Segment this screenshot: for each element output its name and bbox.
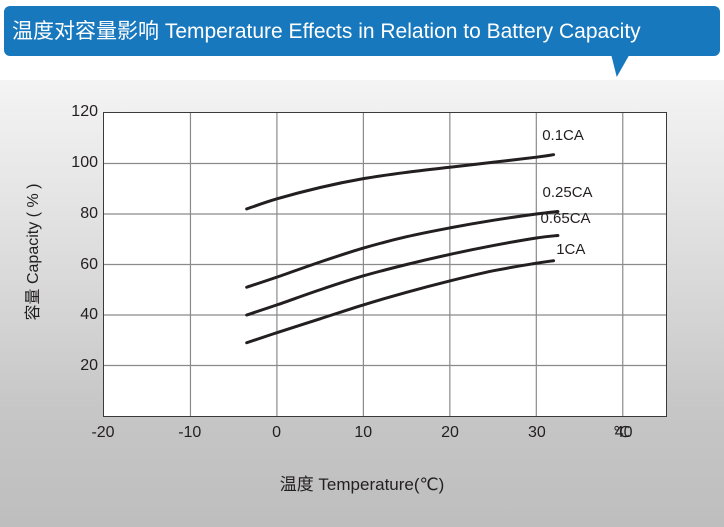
plot-area xyxy=(103,112,667,417)
curve-0-25ca xyxy=(245,209,560,289)
chart: 20 40 60 80 100 120 容量 Capacity ( % ) -20 -10 0… xyxy=(0,80,724,527)
y-tick-label: 100 xyxy=(71,153,98,171)
curve-1ca xyxy=(245,259,556,345)
x-tick-label: -10 xyxy=(178,424,202,441)
x-tick-label: 20 xyxy=(441,424,459,441)
plot-svg xyxy=(104,113,666,416)
series-label-0-65ca: 0.65CA xyxy=(540,210,591,228)
series-label-0-25ca: 0.25CA xyxy=(542,184,593,202)
x-tick-label: 10 xyxy=(354,424,373,441)
x-tick-label: -20 xyxy=(91,424,115,441)
series-label-1ca: 1CA xyxy=(556,240,586,258)
series-label-0-1ca: 0.1CA xyxy=(542,126,584,144)
data-curves xyxy=(245,153,560,345)
y-tick-label: 20 xyxy=(80,357,98,375)
curve-0-1ca xyxy=(245,153,556,211)
x-tick-label: 0 xyxy=(272,424,281,441)
page-title: 温度对容量影响 Temperature Effects in Relation … xyxy=(12,19,641,43)
y-axis-ticks: 20 40 60 80 100 120 xyxy=(44,80,98,527)
y-axis-title: 容量 Capacity ( % ) xyxy=(25,183,42,321)
x-tick-label: 40 xyxy=(614,424,633,441)
y-tick-label: 60 xyxy=(80,255,98,273)
header: 温度对容量影响 Temperature Effects in Relation … xyxy=(0,0,724,80)
y-tick-label: 40 xyxy=(80,306,98,324)
title-banner: 温度对容量影响 Temperature Effects in Relation … xyxy=(4,6,720,56)
x-tick-label: 30 xyxy=(527,424,546,441)
banner-tail-decoration xyxy=(611,55,635,77)
y-tick-label: 80 xyxy=(80,204,98,222)
x-axis-title: 温度 Temperature(℃) xyxy=(279,475,445,494)
gridlines xyxy=(104,113,666,416)
curve-0-65ca xyxy=(245,233,560,317)
x-axis-unit: ℃ xyxy=(613,424,630,441)
y-tick-label: 120 xyxy=(71,103,98,120)
